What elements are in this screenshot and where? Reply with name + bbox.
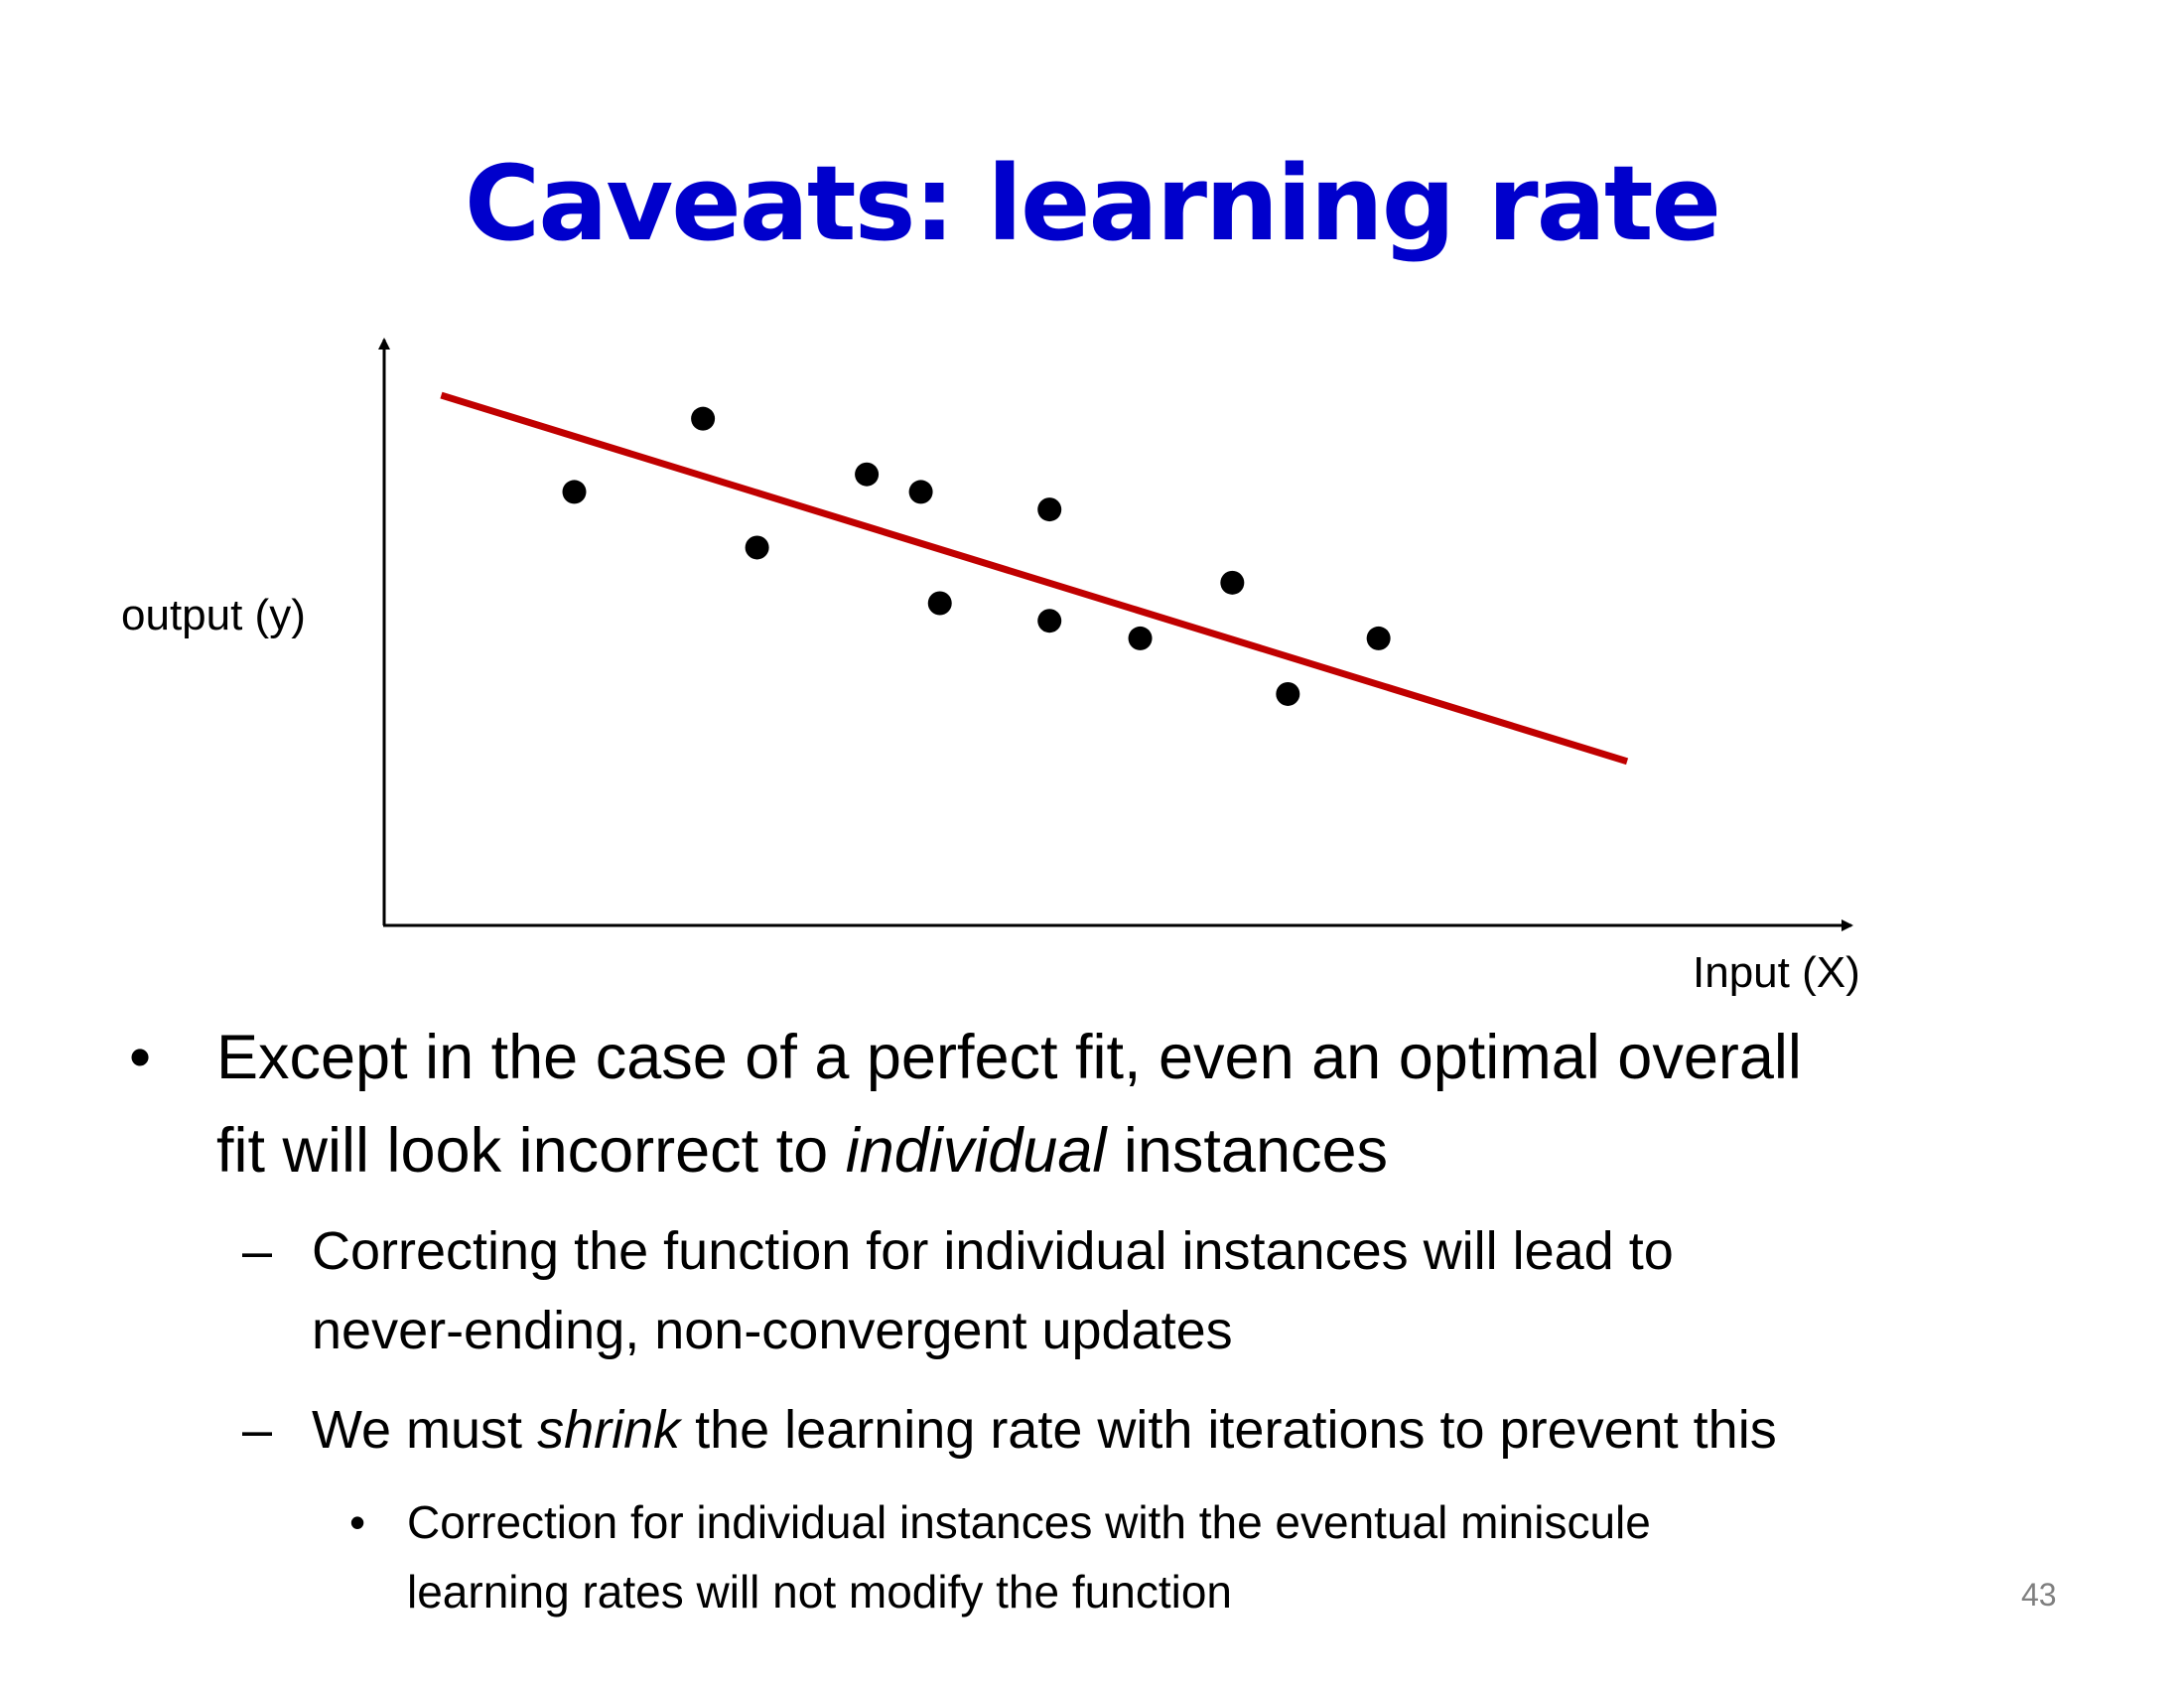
bullet-1-line-2-start: fit will look incorrect to: [216, 1116, 846, 1186]
data-point-8: [1037, 609, 1062, 633]
sub-bullet-1-line-2: never-ending, non-convergent updates: [312, 1301, 1233, 1360]
y-axis-label: output (y): [121, 591, 306, 639]
sub-bullet-2-start: We must: [312, 1400, 538, 1460]
bullet-1-text: Except in the case of a perfect fit, eve…: [129, 1011, 1802, 1197]
bullet-marker: •: [129, 1023, 152, 1092]
fit-line: [440, 391, 1629, 766]
data-point-12: [1366, 626, 1391, 650]
bullet-1-line-1: Except in the case of a perfect fit, eve…: [216, 1023, 1802, 1092]
bullet-1-line-2: fit will look incorrect to individual in…: [216, 1104, 1802, 1197]
data-point-5: [908, 480, 933, 504]
sub-bullet-1-line-1: Correcting the function for individual i…: [312, 1221, 1674, 1281]
data-point-10: [1220, 570, 1245, 595]
data-point-2: [691, 406, 716, 431]
bullet-marker: •: [349, 1496, 366, 1548]
slide-title: Caveats: learning rate: [464, 143, 1721, 264]
sub-sub-bullet-1-line-2: learning rates will not modify the funct…: [407, 1566, 1232, 1618]
sub-bullet-1-text: Correcting the function for individual i…: [242, 1211, 1674, 1370]
sub-bullet-1: – Correcting the function for individual…: [242, 1211, 1674, 1370]
sub-bullet-2-text: We must shrink the learning rate with it…: [242, 1390, 1777, 1470]
data-point-11: [1276, 681, 1300, 706]
sub-sub-bullet-1-line-1: Correction for individual instances with…: [407, 1496, 1651, 1548]
data-point-6: [927, 591, 952, 616]
data-point-7: [1037, 497, 1062, 522]
dash-marker: –: [242, 1400, 273, 1460]
sub-bullet-2: – We must shrink the learning rate with …: [242, 1390, 1777, 1470]
data-point-3: [745, 535, 769, 560]
page-number: 43: [2021, 1577, 2057, 1613]
bullet-1-emphasis: individual: [845, 1116, 1107, 1186]
sub-sub-bullet-1: • Correction for individual instances wi…: [349, 1487, 1651, 1626]
data-point-9: [1128, 626, 1153, 650]
sub-bullet-2-emphasis: shrink: [537, 1400, 681, 1460]
dash-marker: –: [242, 1221, 273, 1281]
x-axis-label: Input (X): [1693, 948, 1860, 997]
data-points: [562, 406, 1391, 706]
data-point-4: [855, 462, 880, 487]
bullet-1: • Except in the case of a perfect fit, e…: [129, 1011, 1802, 1197]
data-point-1: [562, 480, 587, 504]
bullet-1-line-2-end: instances: [1106, 1116, 1389, 1186]
sub-sub-bullet-1-text: Correction for individual instances with…: [349, 1487, 1651, 1626]
sub-bullet-2-end: the learning rate with iterations to pre…: [680, 1400, 1777, 1460]
